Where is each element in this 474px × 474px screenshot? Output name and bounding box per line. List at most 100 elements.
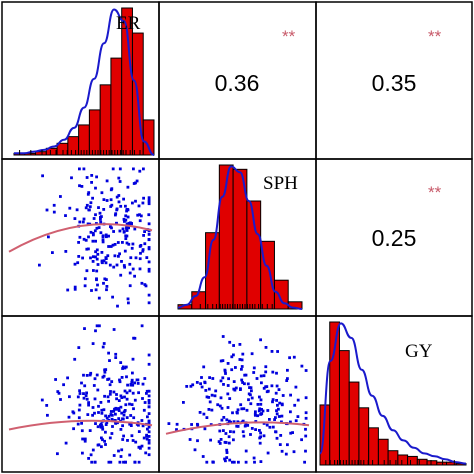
- scatter-point-er-gy: [140, 444, 144, 448]
- scatter-point-er-sph: [84, 238, 88, 242]
- scatter-point-sph-gy: [232, 460, 236, 464]
- scatter-point-sph-gy: [262, 434, 266, 438]
- scatter-point-sph-gy: [241, 430, 245, 434]
- scatter-point-sph-gy: [205, 395, 209, 399]
- scatter-point-er-gy: [117, 417, 121, 420]
- scatter-point-er-sph: [118, 167, 122, 171]
- scatter-point-er-sph: [124, 237, 128, 240]
- scatter-point-sph-gy: [219, 438, 223, 441]
- scatter-point-sph-gy: [237, 460, 240, 464]
- scatter-point-er-sph: [91, 260, 95, 263]
- scatter-point-er-sph: [143, 283, 147, 286]
- scatter-point-er-sph: [124, 204, 127, 208]
- scatter-point-er-gy: [77, 408, 81, 412]
- scatter-point-er-sph: [119, 273, 123, 277]
- scatter-point-er-gy: [112, 409, 116, 413]
- scatter-point-sph-gy: [240, 365, 244, 368]
- scatter-point-er-gy: [93, 411, 96, 415]
- scatter-point-er-sph: [95, 269, 99, 273]
- scatter-point-sph-gy: [271, 425, 275, 429]
- scatter-point-er-sph: [94, 255, 97, 259]
- scatter-point-sph-gy: [278, 443, 282, 446]
- scatter-point-er-sph: [147, 233, 151, 236]
- scatter-point-er-gy: [129, 424, 133, 427]
- scatter-point-sph-gy: [227, 377, 230, 381]
- scatter-point-sph-gy: [259, 413, 262, 416]
- scatter-point-sph-gy: [225, 456, 229, 459]
- histogram-bar-gy: [397, 454, 409, 466]
- scatter-point-sph-gy: [202, 412, 206, 416]
- scatter-point-er-sph: [100, 191, 104, 195]
- scatter-point-er-gy: [131, 439, 135, 442]
- scatter-point-er-sph: [115, 263, 119, 267]
- scatter-point-er-sph: [125, 227, 128, 231]
- scatter-point-er-gy: [147, 453, 151, 457]
- scatter-point-sph-gy: [244, 373, 248, 377]
- scatter-point-er-gy: [123, 389, 127, 393]
- scatter-point-er-sph: [134, 199, 137, 203]
- scatter-point-er-sph: [89, 201, 93, 205]
- scatter-point-sph-gy: [239, 387, 242, 391]
- scatter-point-er-sph: [95, 175, 98, 179]
- scatter-point-er-gy: [119, 455, 123, 458]
- scatter-point-er-sph: [41, 174, 44, 178]
- scatter-point-sph-gy: [275, 384, 279, 388]
- scatter-point-sph-gy: [288, 356, 291, 360]
- scatter-point-sph-gy: [249, 386, 253, 390]
- scatter-point-er-gy: [121, 365, 125, 369]
- scatter-point-sph-gy: [271, 398, 275, 401]
- scatter-point-er-gy: [80, 381, 83, 385]
- scatter-point-sph-gy: [229, 420, 233, 424]
- scatter-point-sph-gy: [250, 352, 254, 356]
- scatter-point-er-gy: [104, 414, 107, 418]
- scatter-point-sph-gy: [211, 460, 215, 464]
- scatter-point-sph-gy: [276, 350, 279, 353]
- scatter-point-er-gy: [118, 460, 122, 464]
- scatter-point-sph-gy: [266, 409, 270, 412]
- scatter-point-er-gy: [108, 359, 111, 362]
- scatter-point-er-gy: [84, 394, 88, 397]
- scatter-point-er-gy: [103, 439, 106, 443]
- scatter-point-er-sph: [83, 277, 87, 281]
- scatter-point-er-sph: [109, 198, 113, 202]
- scatter-point-sph-gy: [241, 352, 245, 356]
- histogram-bar-sph: [191, 291, 207, 310]
- scatter-point-sph-gy: [246, 382, 250, 386]
- scatter-point-er-gy: [95, 324, 99, 328]
- scatter-point-er-gy: [130, 434, 134, 438]
- scatter-point-er-gy: [83, 439, 87, 443]
- scatter-point-sph-gy: [285, 379, 289, 382]
- scatter-point-er-sph: [100, 251, 104, 254]
- panel-gy-histogram: [315, 315, 473, 473]
- trend-line-er-sph: [8, 223, 153, 253]
- scatter-point-sph-gy: [220, 418, 224, 422]
- scatter-point-sph-gy: [277, 388, 281, 391]
- scatter-point-er-gy: [104, 423, 108, 426]
- scatter-point-er-sph: [86, 222, 90, 226]
- scatter-point-er-gy: [110, 413, 114, 417]
- scatter-point-er-sph: [109, 205, 113, 208]
- scatter-point-er-sph: [59, 195, 62, 198]
- scatter-point-sph-gy: [238, 358, 242, 361]
- scatter-point-er-gy: [130, 403, 134, 406]
- density-curve-sph: [177, 165, 303, 310]
- scatter-point-er-sph: [118, 180, 122, 183]
- scatter-point-er-sph: [85, 247, 89, 251]
- scatter-point-er-gy: [138, 445, 142, 449]
- scatter-point-sph-gy: [240, 407, 244, 411]
- scatter-point-sph-gy: [213, 394, 217, 398]
- scatter-point-er-gy: [66, 376, 69, 380]
- scatter-point-er-gy: [121, 417, 124, 421]
- scatter-point-sph-gy: [175, 422, 179, 426]
- scatter-point-er-gy: [136, 378, 140, 382]
- scatter-point-er-gy: [83, 384, 87, 388]
- scatter-point-er-gy: [103, 394, 106, 398]
- scatter-point-er-gy: [54, 378, 57, 381]
- scatter-point-sph-gy: [221, 376, 225, 380]
- scatter-point-er-gy: [95, 373, 99, 377]
- scatter-point-er-sph: [82, 237, 86, 241]
- scatter-point-sph-gy: [275, 371, 278, 375]
- scatter-point-er-gy: [121, 367, 124, 370]
- scatter-point-er-sph: [87, 191, 91, 194]
- scatter-point-er-sph: [85, 203, 89, 207]
